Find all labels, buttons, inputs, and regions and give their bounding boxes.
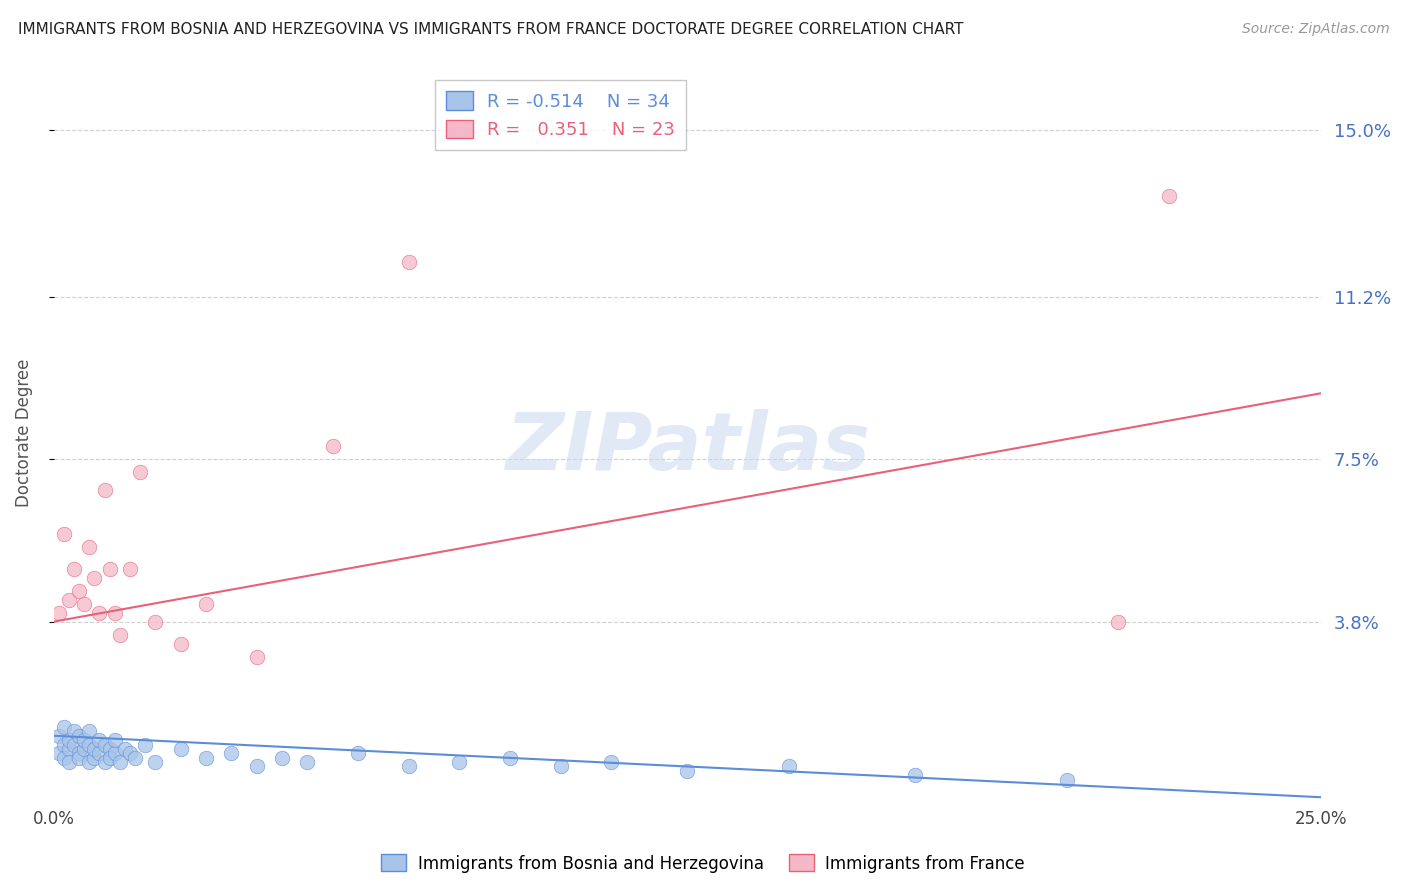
Point: [58, 733, 80, 747]
Point: [114, 742, 136, 756]
Point: [295, 755, 318, 769]
Point: [398, 759, 420, 773]
Point: [93, 738, 115, 752]
Point: [245, 759, 267, 773]
Point: [67, 729, 90, 743]
Point: [124, 750, 146, 764]
Point: [270, 750, 292, 764]
Point: [118, 747, 141, 761]
Point: [219, 747, 242, 761]
Point: [550, 759, 572, 773]
Point: [104, 606, 127, 620]
Point: [108, 755, 131, 769]
Point: [58, 742, 80, 756]
Point: [600, 755, 623, 769]
Point: [104, 747, 127, 761]
Text: IMMIGRANTS FROM BOSNIA AND HERZEGOVINA VS IMMIGRANTS FROM FRANCE DOCTORATE DEGRE: IMMIGRANTS FROM BOSNIA AND HERZEGOVINA V…: [18, 22, 963, 37]
Point: [118, 562, 141, 576]
Point: [449, 755, 471, 769]
Point: [73, 733, 96, 747]
Point: [194, 750, 217, 764]
Point: [93, 755, 115, 769]
Point: [129, 466, 152, 480]
Point: [63, 738, 86, 752]
Point: [48, 729, 70, 743]
Point: [58, 755, 80, 769]
Point: [169, 636, 191, 650]
Point: [169, 742, 191, 756]
Point: [52, 720, 75, 734]
Text: Source: ZipAtlas.com: Source: ZipAtlas.com: [1241, 22, 1389, 37]
Point: [89, 606, 111, 620]
Y-axis label: Doctorate Degree: Doctorate Degree: [15, 359, 32, 507]
Point: [143, 615, 166, 629]
Point: [134, 738, 156, 752]
Point: [63, 724, 86, 739]
Point: [194, 597, 217, 611]
Point: [108, 628, 131, 642]
Point: [79, 540, 101, 554]
Legend: R = -0.514    N = 34, R =   0.351    N = 23: R = -0.514 N = 34, R = 0.351 N = 23: [434, 80, 686, 150]
Text: ZIPatlas: ZIPatlas: [505, 409, 870, 486]
Point: [83, 571, 105, 585]
Point: [79, 755, 101, 769]
Point: [67, 747, 90, 761]
Legend: Immigrants from Bosnia and Herzegovina, Immigrants from France: Immigrants from Bosnia and Herzegovina, …: [374, 847, 1032, 880]
Point: [904, 768, 927, 782]
Point: [1107, 615, 1129, 629]
Point: [52, 526, 75, 541]
Point: [89, 733, 111, 747]
Point: [322, 439, 344, 453]
Point: [52, 738, 75, 752]
Point: [58, 592, 80, 607]
Point: [89, 747, 111, 761]
Point: [499, 750, 522, 764]
Point: [79, 724, 101, 739]
Point: [104, 733, 127, 747]
Point: [143, 755, 166, 769]
Point: [83, 750, 105, 764]
Point: [676, 764, 699, 778]
Point: [98, 742, 121, 756]
Point: [48, 747, 70, 761]
Point: [73, 742, 96, 756]
Point: [347, 747, 370, 761]
Point: [778, 759, 800, 773]
Point: [67, 583, 90, 598]
Point: [93, 483, 115, 497]
Point: [52, 750, 75, 764]
Point: [398, 254, 420, 268]
Point: [73, 597, 96, 611]
Point: [79, 738, 101, 752]
Point: [83, 742, 105, 756]
Point: [1157, 188, 1180, 202]
Point: [98, 562, 121, 576]
Point: [48, 606, 70, 620]
Point: [1056, 772, 1078, 787]
Point: [63, 562, 86, 576]
Point: [98, 750, 121, 764]
Point: [67, 750, 90, 764]
Point: [245, 649, 267, 664]
